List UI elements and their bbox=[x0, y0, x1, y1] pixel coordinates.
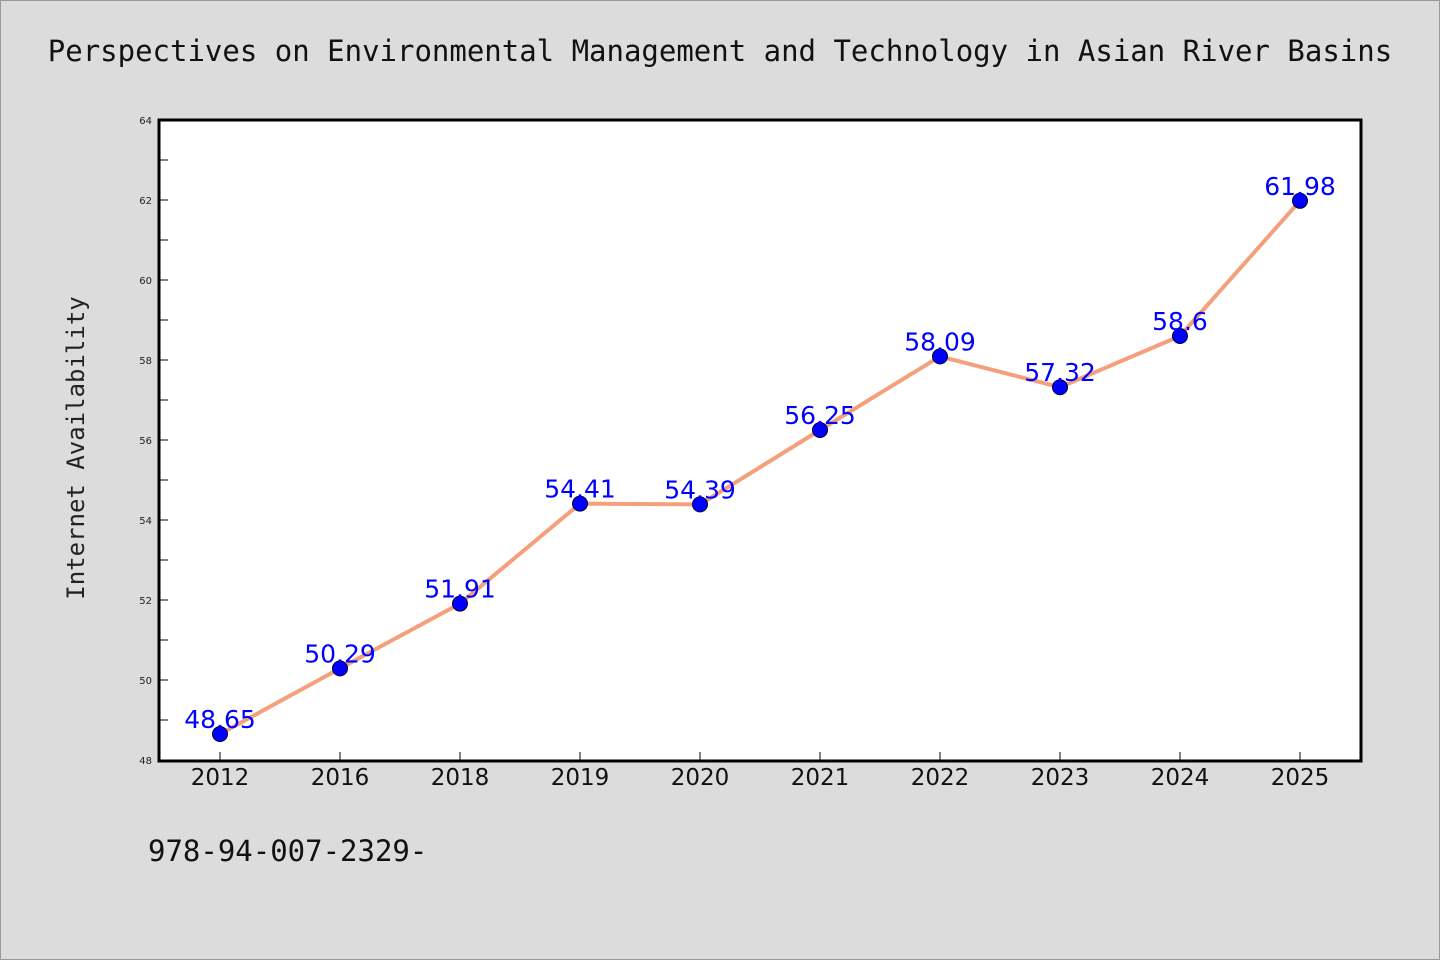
data-label: 54.41 bbox=[544, 475, 616, 504]
data-label: 54.39 bbox=[664, 475, 736, 504]
chart-title: Perspectives on Environmental Management… bbox=[47, 34, 1393, 68]
data-label: 56.25 bbox=[784, 401, 856, 430]
x-tick-label: 2021 bbox=[791, 765, 850, 791]
data-point bbox=[932, 348, 948, 365]
y-tick-label: 54 bbox=[139, 516, 152, 527]
x-tick-label: 2023 bbox=[1031, 765, 1090, 791]
data-point bbox=[452, 595, 468, 612]
data-label: 57.32 bbox=[1024, 358, 1096, 387]
data-point bbox=[1172, 328, 1188, 344]
x-tick-label: 2012 bbox=[191, 765, 250, 791]
y-tick-label: 62 bbox=[139, 196, 152, 207]
data-point bbox=[1052, 379, 1068, 396]
data-label: 50.29 bbox=[304, 639, 376, 668]
data-label: 48.65 bbox=[184, 705, 256, 734]
x-tick-label: 2016 bbox=[311, 765, 370, 791]
isbn-footer: 978-94-007-2329- bbox=[148, 834, 428, 868]
y-tick-label: 64 bbox=[139, 116, 152, 127]
data-point bbox=[812, 422, 828, 438]
y-tick-label: 52 bbox=[139, 596, 152, 607]
x-tick-label: 2020 bbox=[671, 765, 730, 791]
plot-area bbox=[157, 118, 1363, 763]
x-tick-label: 2024 bbox=[1151, 765, 1210, 791]
data-label: 58.09 bbox=[904, 327, 976, 356]
data-point bbox=[572, 495, 588, 512]
data-point bbox=[692, 496, 708, 513]
y-tick-label: 60 bbox=[139, 276, 152, 287]
series-line-group bbox=[218, 198, 1302, 736]
x-tick-label: 2025 bbox=[1271, 765, 1330, 791]
y-axis: 48 50 52 54 56 58 60 62 64 bbox=[139, 116, 168, 767]
data-point bbox=[1292, 192, 1308, 209]
y-tick-label: 56 bbox=[139, 436, 152, 447]
data-point bbox=[332, 660, 348, 677]
series-line bbox=[218, 198, 1302, 736]
y-tick-label: 48 bbox=[139, 756, 152, 767]
x-tick-label: 2018 bbox=[431, 765, 490, 791]
x-tick-label: 2022 bbox=[911, 765, 970, 791]
data-point bbox=[212, 726, 228, 742]
y-tick-label: 58 bbox=[139, 356, 152, 367]
data-label: 61.98 bbox=[1264, 172, 1336, 201]
x-axis: 2012 2016 2018 2019 2020 2021 2022 2023 2024 2025 bbox=[191, 752, 1330, 791]
y-tick-label: 50 bbox=[139, 676, 152, 687]
x-tick-label: 2019 bbox=[551, 765, 610, 791]
data-label: 51.91 bbox=[424, 575, 496, 604]
marker-group bbox=[212, 192, 1308, 742]
data-label: 58.6 bbox=[1152, 307, 1208, 336]
data-label-group: 48.65 50.29 51.91 54.41 54.39 56.25 58.09 57.32… bbox=[184, 172, 1336, 734]
